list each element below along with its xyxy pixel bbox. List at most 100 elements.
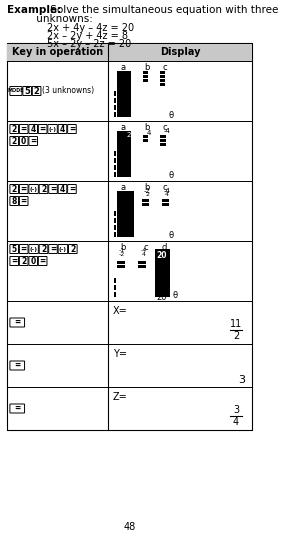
- FancyBboxPatch shape: [10, 185, 19, 193]
- FancyBboxPatch shape: [10, 318, 25, 327]
- FancyBboxPatch shape: [29, 256, 38, 266]
- Text: 2: 2: [145, 192, 149, 198]
- FancyBboxPatch shape: [38, 256, 47, 266]
- Text: =: =: [14, 318, 20, 327]
- Text: a: a: [121, 63, 126, 71]
- FancyBboxPatch shape: [58, 125, 67, 133]
- Text: 2: 2: [12, 185, 17, 193]
- Bar: [115, 285, 116, 290]
- Text: θ: θ: [169, 111, 174, 120]
- Text: 3: 3: [238, 375, 245, 385]
- FancyBboxPatch shape: [10, 256, 19, 266]
- Text: 2: 2: [34, 86, 40, 96]
- Text: =: =: [21, 185, 27, 193]
- Bar: [115, 151, 116, 156]
- Text: 4: 4: [60, 185, 65, 193]
- Text: MODE: MODE: [8, 89, 24, 93]
- Text: -2: -2: [118, 253, 124, 258]
- Text: c: c: [162, 63, 167, 71]
- Bar: [142, 203, 149, 206]
- Text: 48: 48: [123, 522, 135, 532]
- Text: d: d: [162, 242, 167, 252]
- Text: c: c: [162, 183, 167, 192]
- FancyBboxPatch shape: [10, 361, 25, 370]
- Text: Display: Display: [160, 47, 200, 57]
- Text: =: =: [11, 256, 17, 266]
- Text: -4: -4: [141, 248, 147, 253]
- Bar: [143, 135, 148, 138]
- FancyBboxPatch shape: [49, 245, 57, 253]
- Text: =: =: [69, 125, 75, 133]
- Bar: [117, 131, 131, 177]
- Text: 5x – 2y – 2z = 20: 5x – 2y – 2z = 20: [47, 39, 132, 49]
- FancyBboxPatch shape: [20, 256, 28, 266]
- Bar: [115, 165, 116, 170]
- FancyBboxPatch shape: [48, 125, 57, 133]
- Text: X=: X=: [113, 306, 128, 316]
- Text: =: =: [21, 197, 27, 206]
- Bar: [160, 135, 166, 138]
- Bar: [138, 265, 146, 268]
- Bar: [115, 105, 116, 110]
- Text: 2x – 2y + 4z = 8: 2x – 2y + 4z = 8: [47, 31, 128, 41]
- Text: a: a: [121, 183, 126, 192]
- FancyBboxPatch shape: [32, 86, 41, 96]
- Text: 5: 5: [12, 245, 17, 253]
- FancyBboxPatch shape: [10, 404, 25, 413]
- FancyBboxPatch shape: [20, 197, 28, 206]
- Bar: [115, 232, 116, 237]
- Text: b: b: [145, 183, 150, 192]
- Text: 2: 2: [12, 137, 17, 145]
- FancyBboxPatch shape: [68, 185, 76, 193]
- Bar: [160, 79, 165, 82]
- Text: (-): (-): [49, 126, 57, 132]
- Text: =: =: [40, 256, 46, 266]
- FancyBboxPatch shape: [20, 185, 28, 193]
- Bar: [115, 112, 116, 117]
- Text: 2: 2: [21, 256, 26, 266]
- Text: c: c: [162, 123, 167, 132]
- Text: 2: 2: [41, 185, 46, 193]
- FancyBboxPatch shape: [29, 185, 38, 193]
- FancyBboxPatch shape: [20, 137, 28, 145]
- Text: Key in operation: Key in operation: [12, 47, 103, 57]
- FancyBboxPatch shape: [39, 245, 48, 253]
- Bar: [115, 211, 116, 216]
- FancyBboxPatch shape: [20, 245, 28, 253]
- Text: =: =: [14, 404, 20, 413]
- Bar: [142, 199, 149, 202]
- Text: 20: 20: [157, 251, 167, 260]
- FancyBboxPatch shape: [10, 245, 19, 253]
- Bar: [117, 261, 125, 264]
- FancyBboxPatch shape: [10, 125, 19, 133]
- Text: b: b: [145, 123, 150, 132]
- Bar: [117, 191, 134, 237]
- Bar: [143, 79, 148, 82]
- Text: b: b: [120, 242, 126, 252]
- Bar: [117, 71, 131, 117]
- Text: (-): (-): [30, 186, 38, 192]
- FancyBboxPatch shape: [20, 125, 28, 133]
- FancyBboxPatch shape: [29, 137, 38, 145]
- Text: (-): (-): [30, 246, 38, 252]
- Text: 3: 3: [233, 405, 239, 415]
- Bar: [155, 249, 169, 297]
- FancyBboxPatch shape: [10, 137, 19, 145]
- FancyBboxPatch shape: [29, 245, 38, 253]
- Bar: [162, 199, 169, 202]
- Bar: [115, 98, 116, 103]
- Text: =: =: [50, 185, 56, 193]
- FancyBboxPatch shape: [23, 86, 32, 96]
- Text: (3 unknowns): (3 unknowns): [42, 86, 94, 96]
- Text: Z=: Z=: [113, 392, 128, 402]
- Text: Solve the simultaneous equation with three: Solve the simultaneous equation with thr…: [47, 5, 279, 15]
- Bar: [138, 261, 146, 264]
- Text: (-): (-): [59, 246, 67, 252]
- Text: 0: 0: [31, 256, 36, 266]
- Text: Y=: Y=: [113, 349, 127, 359]
- Bar: [115, 278, 116, 283]
- Text: 5: 5: [24, 86, 30, 96]
- Bar: [160, 139, 166, 142]
- Text: unknowns:: unknowns:: [7, 14, 93, 24]
- Bar: [160, 143, 166, 146]
